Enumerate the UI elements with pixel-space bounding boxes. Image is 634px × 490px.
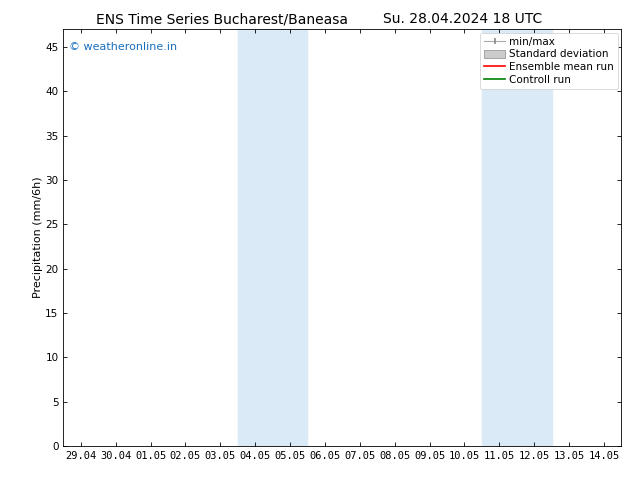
Y-axis label: Precipitation (mm/6h): Precipitation (mm/6h) — [32, 177, 42, 298]
Bar — [482, 29, 552, 446]
Text: Su. 28.04.2024 18 UTC: Su. 28.04.2024 18 UTC — [383, 12, 543, 26]
Text: ENS Time Series Bucharest/Baneasa: ENS Time Series Bucharest/Baneasa — [96, 12, 348, 26]
Legend: min/max, Standard deviation, Ensemble mean run, Controll run: min/max, Standard deviation, Ensemble me… — [480, 32, 618, 89]
Text: © weatheronline.in: © weatheronline.in — [69, 42, 177, 52]
Bar — [238, 29, 307, 446]
